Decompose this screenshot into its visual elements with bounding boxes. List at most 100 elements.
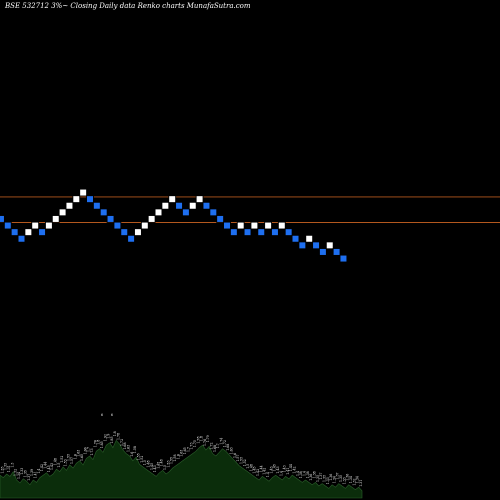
volume-value-label: 1.37 (0, 464, 1, 471)
renko-brick-up (277, 221, 286, 230)
renko-brick-down (92, 201, 101, 210)
renko-brick-up (147, 215, 156, 223)
renko-brick-down (113, 221, 122, 230)
volume-value-label: 1.78 (117, 433, 121, 440)
renko-brick-up (58, 208, 67, 217)
renko-brick-down (99, 208, 108, 217)
chart-title: BSE 532712 3%~ Closing Daily data Renko … (4, 2, 251, 10)
volume-value-label: 1.92 (103, 434, 107, 441)
volume-area (0, 439, 363, 499)
volume-value-label: 1.31 (359, 480, 363, 487)
renko-brick-down (17, 234, 26, 243)
volume-value-label: 1.48 (53, 458, 57, 465)
renko-brick-up (188, 201, 197, 210)
volume-value-label: 1.35 (24, 470, 28, 477)
volume-value-label: 1.5 (57, 463, 61, 468)
renko-brick-down (216, 215, 225, 223)
volume-value-label: 1.66 (83, 447, 87, 454)
renko-brick-down (120, 228, 129, 237)
volume-value-label: 1.33 (326, 477, 330, 484)
volume-value-label: 1.4 (266, 472, 270, 477)
volume-value-label: 1.32 (352, 478, 356, 485)
renko-brick-up (31, 221, 40, 230)
volume-value-label: 1.79 (206, 435, 210, 442)
renko-brick-down (243, 228, 252, 237)
renko-brick-up (45, 221, 53, 230)
volume-value-label: 1.55 (170, 457, 174, 464)
volume-value-label: 1.72 (223, 440, 227, 447)
volume-value-label: 1.5 (163, 465, 167, 470)
volume-value-label: 1.45 (156, 462, 160, 469)
volume-value-label: 1.38 (313, 471, 317, 478)
volume-value-label: 1.3 (10, 463, 14, 468)
volume-value-label: 1.52 (243, 459, 247, 466)
volume-value-label: 1.31 (7, 465, 11, 472)
volume-value-label: 1.34 (349, 476, 353, 483)
volume-value-label: 1.33 (4, 463, 8, 470)
volume-value-label: 1.58 (173, 454, 177, 461)
volume-value-label: 1.63 (127, 445, 131, 452)
renko-brick-up (24, 228, 33, 237)
volume-value-label: 1.8 (200, 436, 204, 441)
volume-value-label: 1.68 (213, 445, 217, 452)
volume-value-label: 1.63 (229, 447, 233, 454)
volume-value-label: 1.38 (299, 471, 303, 478)
renko-brick-down (319, 248, 327, 256)
volume-value-label: 1.48 (160, 459, 164, 466)
volume-value-label: 1.45 (273, 464, 277, 471)
renko-brick-down (86, 195, 94, 204)
renko-brick-up (250, 221, 259, 230)
renko-brick-up (161, 201, 170, 210)
volume-value-label: 1.65 (80, 454, 84, 461)
volume-value-label: 1.48 (249, 464, 253, 471)
volume-value-label: 1.32 (14, 469, 18, 476)
volume-labels: 1.371.351.331.311.31.321.341.331.351.371… (0, 413, 363, 487)
volume-value-label: 1.38 (306, 471, 310, 478)
volume-value-label: 1.6 (176, 454, 180, 459)
renko-brick-down (181, 208, 190, 217)
renko-brick-down (202, 201, 211, 210)
volume-value-label: 1.45 (253, 466, 257, 473)
volume-value-label: 1.4 (279, 471, 283, 476)
peak-label: 6 (111, 413, 113, 417)
volume-value-label: 1.5 (246, 464, 250, 469)
volume-value-label: 1.42 (40, 464, 44, 471)
volume-value-label: 1.76 (203, 439, 207, 446)
renko-bricks (0, 188, 348, 263)
renko-brick-down (312, 241, 320, 250)
volume-value-label: 1.41 (286, 468, 290, 475)
volume-value-label: 1.53 (166, 460, 170, 467)
renko-brick-up (264, 221, 272, 230)
volume-value-label: 1.43 (276, 466, 280, 473)
volume-value-label: 1.55 (67, 454, 71, 461)
volume-value-label: 1.76 (93, 440, 97, 447)
volume-value-label: 1.48 (146, 460, 150, 467)
renko-brick-down (257, 228, 266, 237)
renko-brick-down (10, 228, 19, 237)
renko-brick-up (236, 221, 245, 230)
volume-value-label: 1.65 (183, 447, 187, 454)
volume-value-label: 1.45 (150, 463, 154, 470)
volume-value-label: 1.58 (133, 446, 137, 453)
volume-value-label: 1.52 (60, 456, 64, 463)
volume-value-label: 1.34 (356, 476, 360, 483)
renko-brick-down (271, 228, 279, 237)
volume-value-label: 1.44 (44, 462, 48, 469)
volume-value-label: 1.4 (37, 469, 41, 474)
volume-value-label: 1.8 (113, 431, 117, 436)
volume-value-label: 1.33 (20, 468, 24, 475)
renko-brick-down (3, 221, 12, 230)
renko-brick-down (332, 248, 341, 256)
volume-value-label: 1.55 (136, 453, 140, 460)
volume-value-label: 1.68 (123, 442, 127, 449)
volume-value-label: 1.4 (303, 471, 307, 476)
volume-value-label: 1.41 (34, 471, 38, 478)
volume-value-label: 1.68 (226, 444, 230, 451)
renko-brick-down (284, 228, 293, 237)
volume-value-label: 1.7 (186, 447, 190, 452)
volume-value-label: 1.34 (17, 472, 21, 479)
volume-value-label: 1.5 (143, 460, 147, 465)
volume-value-label: 1.6 (130, 452, 134, 457)
